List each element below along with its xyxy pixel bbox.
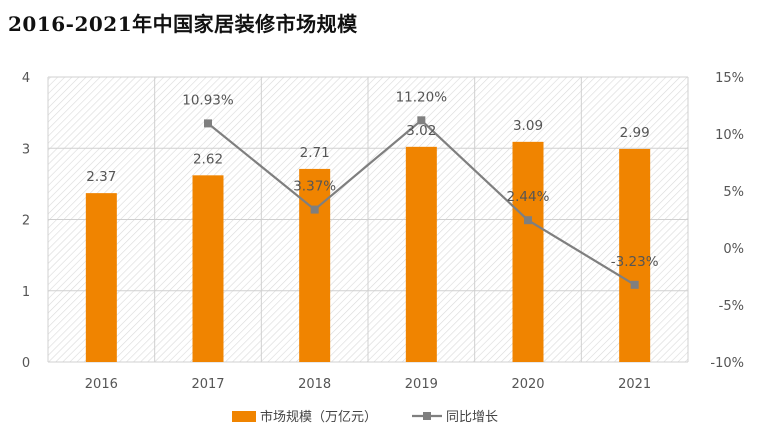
line-point: [630, 280, 639, 289]
y-right-tick-label: -5%: [719, 299, 744, 314]
line-data-label: 10.93%: [182, 92, 234, 108]
line-data-label: 11.20%: [396, 89, 448, 105]
y-left-tick-label: 1: [22, 285, 30, 300]
line-point: [417, 116, 426, 125]
y-left-tick-label: 0: [22, 356, 30, 371]
bar: [619, 148, 651, 362]
legend-label: 同比增长: [446, 410, 498, 425]
bar: [85, 193, 117, 362]
x-tick-label: 2017: [191, 377, 224, 392]
x-tick-label: 2016: [85, 377, 118, 392]
grid-lines: [47, 76, 689, 363]
legend-bar-swatch: [232, 411, 256, 422]
bar: [405, 146, 437, 362]
y-right-tick-label: -10%: [710, 356, 744, 371]
bar: [512, 141, 544, 362]
bar: [299, 168, 331, 362]
line-data-label: 2.44%: [507, 189, 550, 205]
y-right-tick-label: 15%: [715, 71, 744, 86]
bar-data-label: 2.99: [620, 125, 650, 141]
line-point: [524, 216, 532, 225]
line-series: [204, 116, 639, 289]
x-tick-label: 2018: [298, 377, 331, 392]
legend-label: 市场规模（万亿元）: [260, 409, 377, 425]
y-left-tick-label: 4: [22, 71, 30, 86]
bar-data-label: 3.09: [513, 118, 543, 134]
y-right-tick-label: 0%: [723, 242, 744, 257]
legend: 市场规模（万亿元） 同比增长: [232, 409, 498, 425]
bar: [192, 175, 224, 362]
line-point: [204, 119, 212, 128]
line-data-label: 3.37%: [293, 179, 336, 195]
y-left-axis: 0 1 2 3 4: [22, 71, 30, 371]
bar-data-label: 2.37: [86, 169, 116, 185]
line-point: [310, 205, 319, 214]
x-tick-label: 2021: [618, 377, 651, 392]
bar-data-labels: 2.37 2.62 2.71 3.02 3.09 2.99: [86, 118, 649, 185]
y-right-tick-label: 5%: [723, 185, 744, 200]
bar-data-label: 3.02: [406, 123, 436, 139]
y-left-tick-label: 2: [22, 214, 30, 229]
y-right-axis: -10% -5% 0% 5% 10% 15%: [710, 71, 744, 371]
line-data-labels: 10.93% 3.37% 11.20% 2.44% -3.23%: [182, 89, 658, 270]
bar-data-label: 2.71: [300, 145, 330, 161]
x-tick-label: 2020: [511, 377, 544, 392]
y-right-tick-label: 10%: [715, 128, 744, 143]
x-tick-label: 2019: [405, 377, 438, 392]
y-left-tick-label: 3: [22, 142, 30, 157]
bar-data-label: 2.62: [193, 151, 223, 167]
line-data-label: -3.23%: [611, 254, 659, 270]
legend-line-marker: [423, 412, 431, 420]
chart-title: 2016-2021年中国家居装修市场规模: [8, 12, 358, 36]
x-axis: 2016 2017 2018 2019 2020 2021: [85, 377, 651, 392]
